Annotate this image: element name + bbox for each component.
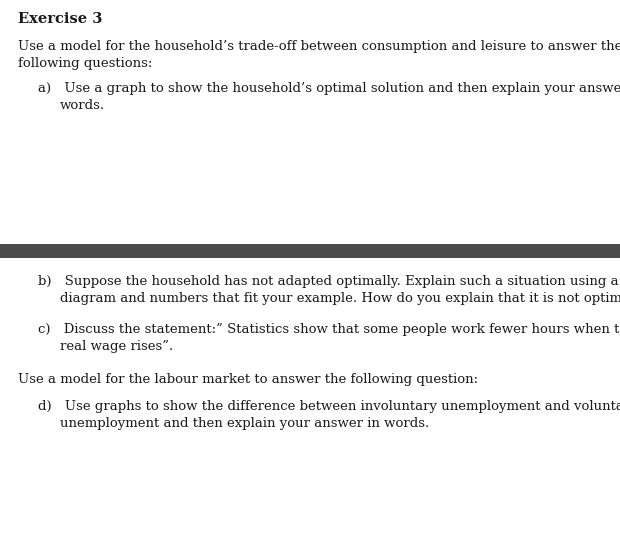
Text: d) Use graphs to show the difference between involuntary unemployment and volunt: d) Use graphs to show the difference bet…	[38, 400, 620, 413]
Text: a) Use a graph to show the household’s optimal solution and then explain your an: a) Use a graph to show the household’s o…	[38, 82, 620, 95]
Text: real wage rises”.: real wage rises”.	[60, 340, 173, 353]
Text: Use a model for the labour market to answer the following question:: Use a model for the labour market to ans…	[18, 373, 478, 386]
Text: diagram and numbers that fit your example. How do you explain that it is not opt: diagram and numbers that fit your exampl…	[60, 292, 620, 305]
Text: Exercise 3: Exercise 3	[18, 12, 102, 26]
Text: following questions:: following questions:	[18, 57, 153, 70]
Text: b) Suppose the household has not adapted optimally. Explain such a situation usi: b) Suppose the household has not adapted…	[38, 275, 619, 288]
Text: Use a model for the household’s trade-off between consumption and leisure to ans: Use a model for the household’s trade-of…	[18, 40, 620, 53]
Text: c) Discuss the statement:” Statistics show that some people work fewer hours whe: c) Discuss the statement:” Statistics sh…	[38, 323, 620, 336]
Text: unemployment and then explain your answer in words.: unemployment and then explain your answe…	[60, 417, 429, 430]
Bar	[0, 244, 620, 258]
Text: words.: words.	[60, 99, 105, 112]
